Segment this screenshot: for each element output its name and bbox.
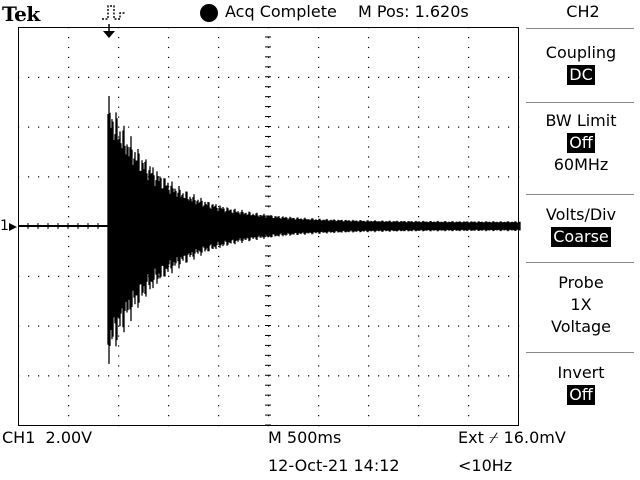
ch1-scale-readout: CH1 2.00V [2,428,93,447]
trigger-frequency: <10Hz [458,456,513,475]
probe-menu-button[interactable]: Probe 1X Voltage [524,272,638,338]
trigger-ready-icon [102,5,126,20]
brand-logo: Tek [2,2,40,26]
invert-label: Invert [557,363,605,382]
graticule [18,27,520,427]
volts-div-label: Volts/Div [545,205,617,224]
invert-value: Off [567,385,595,405]
ch1-ground-marker: 1 [0,218,9,234]
invert-menu-button[interactable]: Invert Off [524,362,638,406]
timebase-readout: M 500ms [268,428,342,447]
bw-limit-menu-button[interactable]: BW Limit Off 60MHz [524,110,638,176]
trigger-readout: Ext ⌿ 16.0mV [458,428,566,447]
date-time: 12-Oct-21 14:12 [268,456,400,475]
horizontal-position-readout: M Pos: 1.620s [358,2,469,21]
center-ticks [18,27,519,426]
bw-limit-value: Off [567,133,595,153]
probe-type: Voltage [550,317,611,336]
ch1-marker-arrow-icon [9,223,17,231]
bw-limit-sub: 60MHz [553,155,609,174]
menu-title: CH2 [566,2,600,21]
volts-div-value: Coarse [551,227,611,247]
volts-div-menu-button[interactable]: Volts/Div Coarse [524,204,638,248]
probe-attenuation: 1X [570,295,592,314]
coupling-menu-button[interactable]: Coupling DC [524,42,638,86]
acquisition-status: Acq Complete [225,2,337,21]
probe-label: Probe [558,273,604,292]
coupling-label: Coupling [545,43,617,62]
acquisition-status-icon [200,4,218,22]
bw-limit-label: BW Limit [545,111,617,130]
coupling-value: DC [567,65,595,85]
